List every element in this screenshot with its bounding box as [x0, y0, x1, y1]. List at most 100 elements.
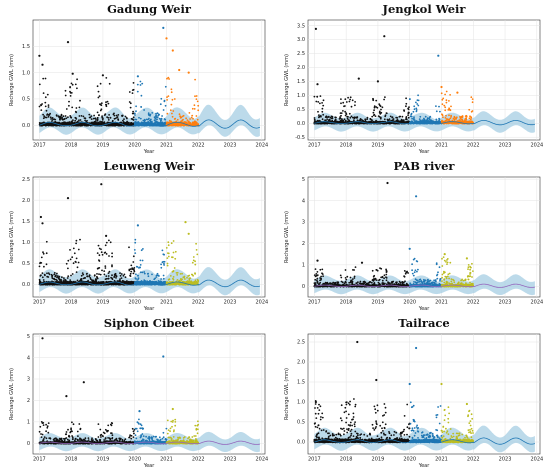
- data-point: [361, 120, 364, 122]
- data-point: [195, 95, 198, 97]
- data-point: [170, 88, 173, 91]
- data-point: [189, 118, 192, 120]
- data-point: [132, 272, 135, 275]
- y-tick-label: 1.0: [297, 93, 305, 99]
- data-point: [132, 116, 135, 119]
- data-point: [448, 100, 450, 102]
- data-point: [344, 119, 347, 122]
- data-point: [71, 273, 74, 275]
- data-point: [71, 83, 74, 86]
- data-point: [109, 241, 112, 244]
- data-point: [81, 123, 84, 126]
- data-point: [69, 249, 71, 251]
- data-point: [42, 252, 45, 255]
- data-point: [124, 115, 127, 118]
- data-point: [398, 115, 401, 118]
- data-point: [444, 109, 447, 112]
- data-point: [103, 273, 106, 276]
- data-point: [56, 276, 58, 279]
- data-point: [319, 115, 322, 117]
- data-point: [57, 121, 60, 124]
- data-point: [53, 273, 56, 276]
- data-point: [179, 124, 182, 127]
- data-point: [340, 114, 342, 117]
- data-point: [132, 82, 135, 84]
- data-point: [167, 76, 170, 79]
- chart-title: Jengkol Weir: [382, 2, 467, 16]
- y-tick-label: -0.5: [295, 135, 305, 141]
- data-point: [70, 92, 73, 94]
- data-point: [75, 239, 78, 242]
- data-point: [76, 279, 79, 282]
- x-tick-label: 2019: [97, 143, 110, 149]
- data-point: [113, 117, 116, 120]
- data-point: [153, 116, 156, 119]
- data-point: [120, 121, 123, 124]
- data-point: [315, 100, 318, 103]
- data-point: [119, 278, 121, 280]
- data-point: [51, 120, 53, 122]
- data-point: [69, 279, 72, 281]
- data-point: [385, 122, 388, 125]
- data-point: [44, 96, 47, 99]
- data-point: [99, 273, 102, 276]
- data-point: [73, 252, 76, 255]
- x-tick-label: 2020: [403, 143, 416, 149]
- data-point: [185, 117, 188, 120]
- data-point: [96, 119, 99, 122]
- data-point: [99, 120, 101, 123]
- data-point: [44, 105, 47, 108]
- data-point: [49, 124, 52, 126]
- data-point: [91, 121, 94, 124]
- data-point: [132, 261, 135, 263]
- data-point: [319, 102, 321, 105]
- data-point: [377, 115, 380, 117]
- data-point: [90, 118, 93, 120]
- data-point: [313, 118, 316, 121]
- data-point: [426, 118, 429, 121]
- data-point: [440, 121, 443, 124]
- data-point: [143, 109, 146, 111]
- data-point: [68, 100, 70, 103]
- data-point: [43, 265, 45, 268]
- data-point: [130, 118, 133, 120]
- data-point: [461, 118, 464, 121]
- y-tick-label: 0.5: [22, 97, 30, 103]
- panel-jengkol-weir: Jengkol Weir 2017 2018 2019 2020 2021 2022 2023…: [275, 0, 550, 157]
- data-point: [95, 118, 97, 120]
- data-point: [193, 121, 195, 124]
- data-point: [428, 117, 430, 120]
- data-point: [383, 98, 385, 101]
- y-axis-label: Recharge GWL (mm): [284, 54, 290, 106]
- data-point: [470, 116, 472, 118]
- data-point: [129, 268, 132, 270]
- data-point: [189, 122, 192, 124]
- data-point: [121, 281, 124, 283]
- data-point: [108, 270, 111, 273]
- data-point: [318, 114, 320, 116]
- data-point: [191, 114, 194, 117]
- data-point: [171, 98, 174, 101]
- data-point: [373, 106, 376, 109]
- data-point: [321, 110, 324, 113]
- data-point: [105, 103, 108, 106]
- y-tick-label: 1.5: [22, 44, 30, 50]
- data-point: [134, 118, 137, 121]
- peak-point: [316, 83, 319, 86]
- data-point: [411, 117, 413, 120]
- data-point: [423, 117, 425, 120]
- data-point: [84, 124, 87, 126]
- data-point: [100, 251, 103, 254]
- data-point: [84, 119, 86, 122]
- data-point: [454, 116, 456, 119]
- data-point: [322, 113, 325, 116]
- data-point: [130, 270, 133, 273]
- data-point: [63, 123, 66, 126]
- data-point: [349, 98, 351, 101]
- data-point: [76, 78, 78, 81]
- data-point: [50, 118, 52, 120]
- data-point: [62, 115, 65, 118]
- data-point: [114, 124, 117, 127]
- data-point: [196, 100, 199, 103]
- y-tick-label: 1.5: [22, 219, 30, 225]
